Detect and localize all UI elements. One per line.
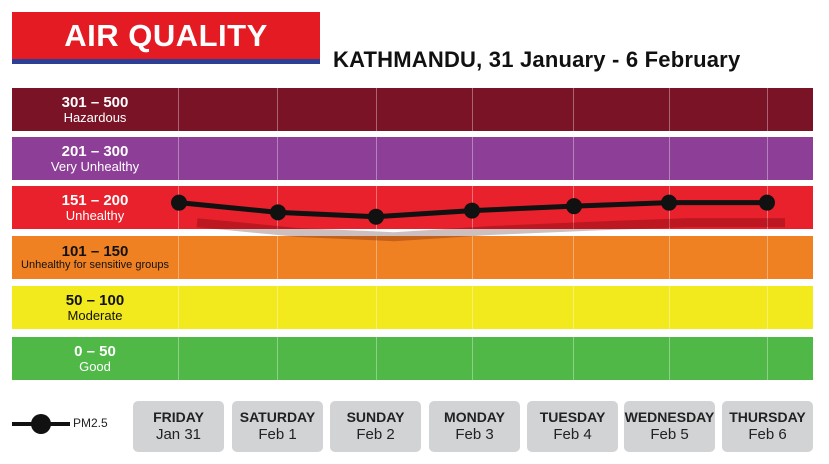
grid-line xyxy=(573,88,574,381)
grid-line xyxy=(767,88,768,381)
data-point-feb-6 xyxy=(759,194,775,211)
grid-line xyxy=(669,88,670,381)
band-name: Unhealthy xyxy=(65,207,125,223)
day-label-sunday: SUNDAY Feb 2 xyxy=(330,401,421,452)
data-point-feb-3 xyxy=(464,202,480,219)
day-name: MONDAY xyxy=(444,409,505,426)
band-name: Hazardous xyxy=(63,109,127,125)
grid-line xyxy=(376,88,377,381)
data-point-jan-31 xyxy=(171,194,187,211)
day-date: Jan 31 xyxy=(155,425,202,443)
day-name: SUNDAY xyxy=(346,409,405,426)
legend-marker xyxy=(31,414,51,434)
band-label: 101 – 150 Unhealthy for sensitive groups xyxy=(12,236,178,279)
band-name: Moderate xyxy=(67,307,123,323)
data-point-feb-5 xyxy=(661,194,677,211)
legend-label: PM2.5 xyxy=(73,416,108,430)
day-date: Feb 2 xyxy=(356,425,395,443)
day-label-tuesday: TUESDAY Feb 4 xyxy=(527,401,618,452)
band-range: 301 – 500 xyxy=(61,93,129,111)
band-name: Very Unhealthy xyxy=(50,158,140,174)
day-name: WEDNESDAY xyxy=(624,409,715,426)
day-name: FRIDAY xyxy=(153,409,204,426)
band-label: 201 – 300 Very Unhealthy xyxy=(12,137,178,180)
grid-line xyxy=(277,88,278,381)
band-good: 0 – 50 Good xyxy=(12,337,813,380)
band-range: 50 – 100 xyxy=(65,291,125,309)
data-point-feb-4 xyxy=(566,198,582,215)
band-label: 0 – 50 Good xyxy=(12,337,178,380)
band-moderate: 50 – 100 Moderate xyxy=(12,286,813,329)
day-date: Feb 3 xyxy=(455,425,494,443)
band-range: 201 – 300 xyxy=(61,142,129,160)
band-unhealthy: 151 – 200 Unhealthy xyxy=(12,186,813,229)
data-point-feb-1 xyxy=(270,204,286,221)
day-name: TUESDAY xyxy=(539,409,606,426)
band-very-unhealthy: 201 – 300 Very Unhealthy xyxy=(12,137,813,180)
day-date: Feb 5 xyxy=(650,425,689,443)
band-label: 50 – 100 Moderate xyxy=(12,286,178,329)
day-date: Feb 6 xyxy=(748,425,787,443)
band-unhealthy-sensitive: 101 – 150 Unhealthy for sensitive groups xyxy=(12,236,813,279)
band-name: Unhealthy for sensitive groups xyxy=(21,258,169,271)
band-range: 151 – 200 xyxy=(61,191,129,209)
day-date: Feb 4 xyxy=(553,425,592,443)
day-label-wednesday: WEDNESDAY Feb 5 xyxy=(624,401,715,452)
day-name: SATURDAY xyxy=(239,409,316,426)
day-label-friday: FRIDAY Jan 31 xyxy=(133,401,224,452)
band-name: Good xyxy=(79,358,111,374)
grid-line xyxy=(178,88,179,381)
band-range: 101 – 150 xyxy=(61,242,129,260)
series-line-shadow xyxy=(196,218,785,242)
band-hazardous: 301 – 500 Hazardous xyxy=(12,88,813,131)
day-label-thursday: THURSDAY Feb 6 xyxy=(722,401,813,452)
band-label: 301 – 500 Hazardous xyxy=(12,88,178,131)
band-label: 151 – 200 Unhealthy xyxy=(12,186,178,229)
day-name: THURSDAY xyxy=(729,409,806,426)
day-label-saturday: SATURDAY Feb 1 xyxy=(232,401,323,452)
chart-subtitle: KATHMANDU, 31 January - 6 February xyxy=(333,47,741,72)
chart-title: AIR QUALITY INDEX xyxy=(12,12,320,100)
day-date: Feb 1 xyxy=(258,425,297,443)
day-label-monday: MONDAY Feb 3 xyxy=(429,401,520,452)
grid-line xyxy=(472,88,473,381)
band-range: 0 – 50 xyxy=(74,342,116,360)
data-point-feb-2 xyxy=(368,208,384,225)
